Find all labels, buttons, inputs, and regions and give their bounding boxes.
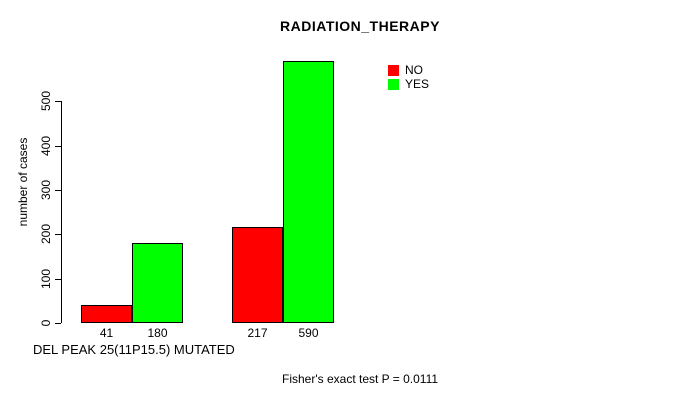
y-tick-label: 500 [39,90,53,112]
stat-annotation: Fisher's exact test P = 0.0111 [282,372,439,386]
y-tick [55,323,61,324]
y-tick-label: 200 [39,223,53,245]
bar-no-group2 [232,227,283,323]
legend-label: NO [405,63,423,77]
y-tick-label: 300 [39,179,53,201]
bar-value-label: 590 [298,326,319,340]
legend-item-no: NO [388,63,429,77]
bar-value-label: 41 [99,326,114,340]
bar-value-label: 180 [147,326,168,340]
legend: NO YES [388,63,430,91]
y-axis-line [61,101,62,323]
x-axis-label: DEL PEAK 25(11P15.5) MUTATED [33,342,235,357]
y-tick [55,146,61,147]
legend-swatch-yes [388,79,399,90]
y-tick [55,279,61,280]
y-tick-label: 100 [39,268,53,290]
legend-label: YES [405,77,430,91]
bar-no-group1 [81,305,132,323]
bar-yes-group2 [283,61,334,323]
legend-item-yes: YES [388,77,430,91]
y-tick [55,234,61,235]
chart-title: RADIATION_THERAPY [280,18,440,34]
y-axis-label: number of cases [16,137,30,227]
bar-value-label: 217 [247,326,268,340]
y-tick-label: 0 [39,319,53,327]
bar-yes-group1 [132,243,183,323]
y-tick-label: 400 [39,135,53,157]
y-tick [55,101,61,102]
legend-swatch-no [388,65,399,76]
y-tick [55,190,61,191]
